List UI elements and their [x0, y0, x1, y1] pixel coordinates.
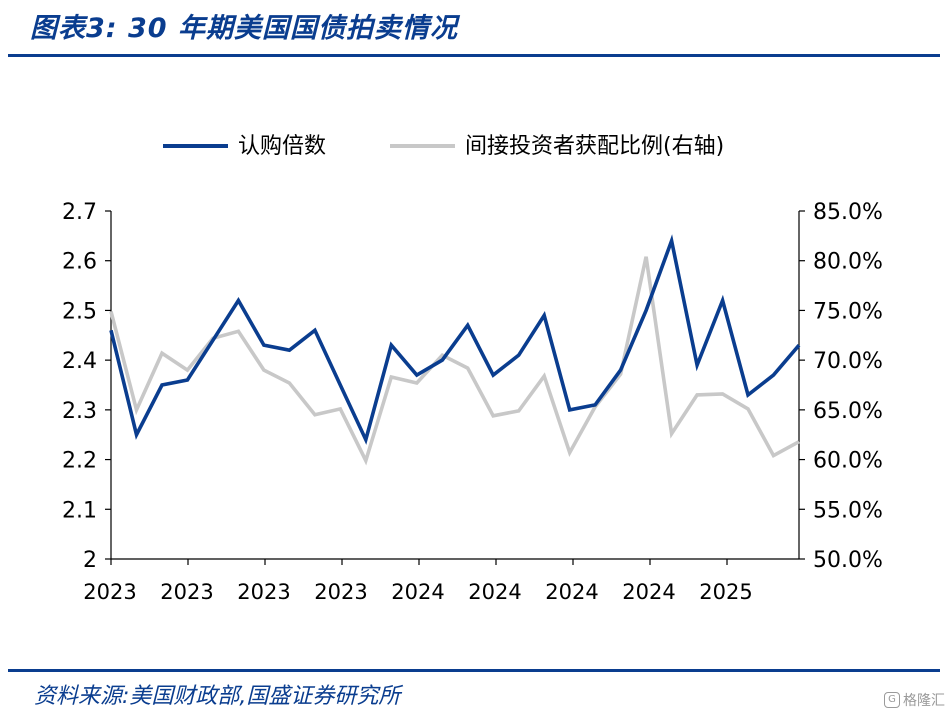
x-tick-label: 2023: [237, 580, 290, 604]
watermark: G 格隆汇: [884, 690, 945, 710]
y-right-tick-label: 80.0%: [813, 250, 883, 275]
y-right-tick-label: 85.0%: [813, 200, 883, 225]
series-lines: [109, 234, 801, 466]
y-right-tick-label: 60.0%: [813, 449, 883, 474]
y-left-tick-label: 2.4: [62, 349, 97, 374]
y-left-tick-label: 2.1: [62, 498, 97, 523]
x-tick-label: 2024: [622, 580, 675, 604]
y-left-tick-label: 2.3: [62, 399, 97, 424]
legend-label-indirect-allotment: 间接投资者获配比例(右轴): [465, 134, 724, 159]
y-left-tick-label: 2: [83, 548, 97, 573]
line-chart: 认购倍数 间接投资者获配比例(右轴) 2.7 2.6 2.5 2.4 2.3 2.2 2.1…: [62, 134, 883, 604]
header-divider: [8, 54, 940, 57]
source-note: 资料来源:美国财政部,国盛证券研究所: [34, 684, 401, 709]
x-tick-label: 2024: [545, 580, 598, 604]
footer-divider: [8, 669, 940, 672]
y-left-tick-label: 2.5: [62, 299, 97, 324]
watermark-text: 格隆汇: [903, 693, 945, 709]
x-tick-label: 2024: [468, 580, 521, 604]
y-right-tick-label: 75.0%: [813, 299, 883, 324]
x-tick-label: 2024: [391, 580, 444, 604]
axes: 2.7 2.6 2.5 2.4 2.3 2.2 2.1 2 85.0% 80.0% 75.0% 70.…: [62, 200, 883, 604]
y-left-tick-label: 2.7: [62, 200, 97, 225]
y-right-tick-label: 70.0%: [813, 349, 883, 374]
y-right-tick-label: 50.0%: [813, 548, 883, 573]
x-tick-label: 2023: [83, 580, 136, 604]
x-tick-label: 2025: [699, 580, 752, 604]
g-logo-icon: G: [884, 692, 900, 708]
y-left-tick-label: 2.6: [62, 250, 97, 275]
series-line-subscription-ratio: [109, 234, 801, 445]
y-right-tick-label: 55.0%: [813, 498, 883, 523]
x-tick-label: 2023: [314, 580, 367, 604]
chart-title: 图表3: 30 年期美国国债拍卖情况: [30, 13, 458, 44]
legend-label-subscription-ratio: 认购倍数: [238, 134, 326, 159]
legend: 认购倍数 间接投资者获配比例(右轴): [163, 134, 724, 159]
series-line-indirect-allotment: [109, 256, 800, 466]
x-tick-label: 2023: [160, 580, 213, 604]
y-left-tick-label: 2.2: [62, 449, 97, 474]
y-right-tick-label: 65.0%: [813, 399, 883, 424]
